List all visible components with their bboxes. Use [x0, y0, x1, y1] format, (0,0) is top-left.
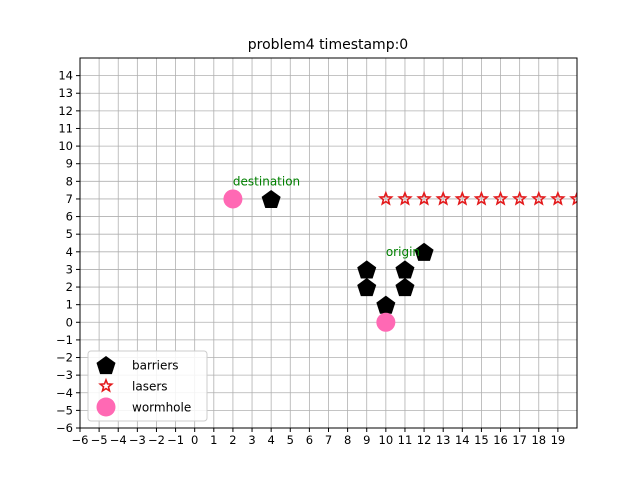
annotation-destination: destination	[233, 174, 300, 188]
x-tick-label: 0	[191, 433, 198, 447]
legend-label: lasers	[132, 380, 168, 394]
plot-area	[223, 189, 577, 332]
x-tick-label: −4	[110, 433, 127, 447]
annotations: destination origin	[233, 174, 420, 258]
y-tick-label: 12	[58, 104, 73, 118]
y-tick-label: −4	[56, 386, 73, 400]
legend-label: wormhole	[132, 401, 191, 415]
x-tick-label: 14	[455, 433, 470, 447]
y-tick-label: 2	[66, 280, 73, 294]
barriers-point	[395, 278, 415, 297]
legend-marker-barriers	[96, 356, 116, 375]
y-tick-label: 13	[58, 86, 73, 100]
y-tick-label: −5	[56, 403, 73, 417]
barriers-point	[357, 278, 377, 297]
x-tick-label: −3	[129, 433, 146, 447]
legend-marker-lasers	[98, 377, 114, 393]
x-tick-label: 3	[248, 433, 255, 447]
x-tick-label: 10	[379, 433, 394, 447]
y-tick-label: −6	[56, 421, 73, 435]
x-tick-label: 1	[210, 433, 217, 447]
y-tick-label: 6	[66, 210, 73, 224]
wormhole-point	[376, 312, 396, 332]
y-tick-label: 8	[66, 174, 73, 188]
lasers-point	[473, 190, 490, 206]
barriers-point	[357, 260, 377, 279]
x-tick-label: −5	[91, 433, 108, 447]
legend-marker-wormhole	[96, 397, 116, 417]
lasers-point	[454, 190, 471, 206]
lasers-point	[397, 190, 413, 206]
x-tick-label: 15	[474, 433, 489, 447]
y-tick-label: 5	[66, 227, 73, 241]
lasers-point	[550, 190, 566, 206]
barriers-point	[414, 242, 434, 261]
lasers-point	[492, 190, 509, 206]
x-tick-label: 2	[229, 433, 236, 447]
y-tick-label: −3	[56, 368, 73, 382]
y-tick-label: 3	[66, 262, 73, 276]
y-tick-label: 7	[66, 192, 73, 206]
y-tick-label: 11	[58, 121, 73, 135]
lasers-point	[530, 190, 547, 206]
x-tick-label: −6	[72, 433, 89, 447]
y-tick-label: 4	[66, 245, 73, 259]
x-tick-label: 16	[493, 433, 508, 447]
x-tick-label: 7	[325, 433, 332, 447]
x-tick-label: 5	[287, 433, 294, 447]
x-tick-label: 8	[344, 433, 351, 447]
x-tick-label: 6	[306, 433, 313, 447]
lasers-point	[511, 190, 528, 206]
wormhole-point	[223, 189, 243, 209]
y-tick-label: −1	[56, 333, 73, 347]
lasers-point	[416, 190, 432, 206]
x-tick-label: −1	[167, 433, 184, 447]
annotation-origin: origin	[386, 245, 420, 259]
lasers-point	[435, 190, 451, 206]
y-tick-label: 9	[66, 157, 73, 171]
grid	[79, 58, 577, 429]
barriers-point	[395, 260, 415, 279]
x-tick-label: 13	[436, 433, 451, 447]
x-tick-label: 4	[267, 433, 274, 447]
axes: −6 −5 −4 −3 −2 −1 0 1 2 3 4 5 6 7 8 9 10 11 12 13 14 15 16 17 18…	[56, 57, 578, 447]
legend: barriers lasers wormhole	[87, 350, 208, 422]
y-tick-label: 14	[58, 69, 73, 83]
legend-label: barriers	[132, 359, 179, 373]
x-tick-label: 11	[398, 433, 413, 447]
y-tick-label: 1	[66, 298, 73, 312]
lasers-point	[569, 190, 577, 206]
y-tick-label: 0	[66, 315, 73, 329]
lasers-point	[378, 190, 394, 206]
y-tick-label: 10	[58, 139, 73, 153]
chart-title: problem4 timestamp:0	[248, 37, 408, 53]
barriers-point	[261, 189, 281, 209]
x-tick-label: 9	[363, 433, 370, 447]
x-tick-label: 17	[512, 433, 527, 447]
x-tick-label: 19	[551, 433, 566, 447]
legend-box	[87, 350, 208, 422]
y-tick-label: −2	[56, 351, 73, 365]
barriers-point	[376, 295, 396, 314]
x-tick-label: 12	[417, 433, 432, 447]
x-tick-label: 18	[531, 433, 546, 447]
x-tick-label: −2	[148, 433, 165, 447]
